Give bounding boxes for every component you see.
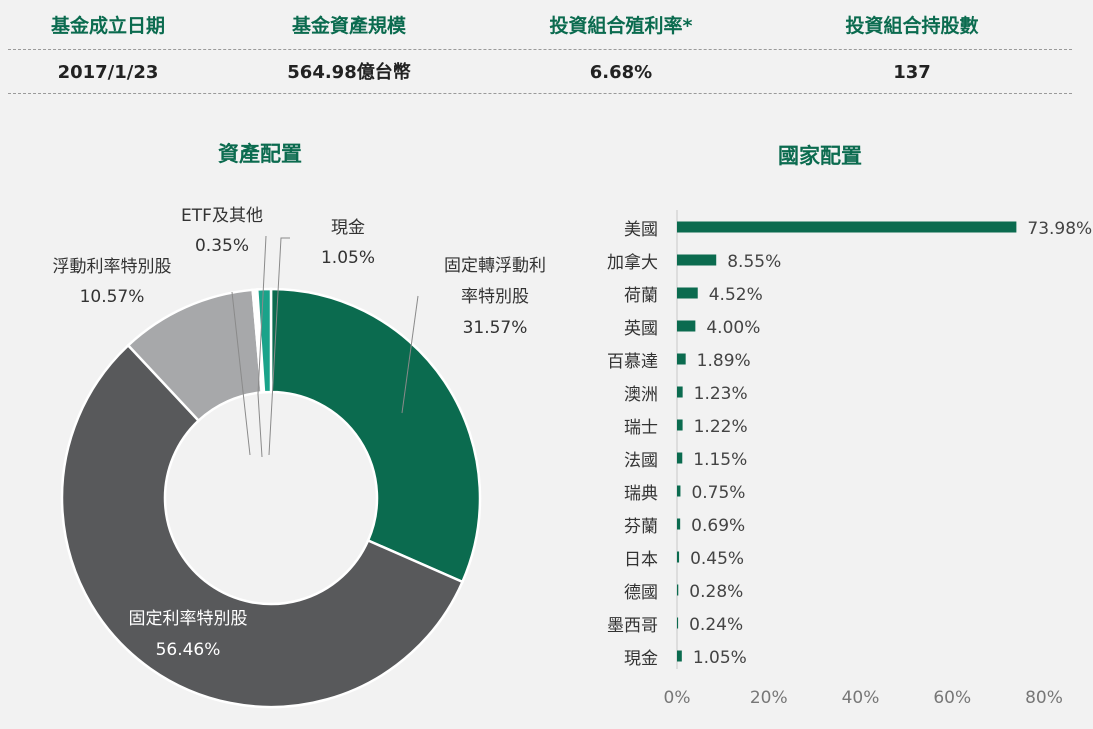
bar-value-label: 8.55% <box>727 252 781 272</box>
stat-value-holdings-count: 137 <box>893 62 931 83</box>
bar-value-label: 0.75% <box>691 483 745 503</box>
stats-header-row: 基金成立日期 基金資產規模 投資組合殖利率* 投資組合持股數 <box>8 0 1072 49</box>
bar <box>677 386 683 398</box>
donut-slice-label: 固定利率特別股 <box>129 609 248 629</box>
fund-stats-table: 基金成立日期 基金資產規模 投資組合殖利率* 投資組合持股數 2017/1/23… <box>8 0 1072 94</box>
stat-header-yield: 投資組合殖利率* <box>549 15 693 37</box>
donut-leader-line <box>268 237 290 456</box>
donut-slice-label: 率特別股 <box>461 287 529 307</box>
donut-value-label: 10.57% <box>80 287 145 307</box>
stats-divider-bottom <box>8 93 1072 94</box>
bar-category-label: 日本 <box>624 550 658 570</box>
bar-value-label: 1.05% <box>693 648 747 668</box>
stat-header-holdings-count: 投資組合持股數 <box>845 15 979 37</box>
x-tick-label: 80% <box>1025 688 1063 708</box>
bar-category-label: 澳洲 <box>624 385 658 405</box>
bar-value-label: 4.52% <box>709 285 763 305</box>
donut-slice-label: 固定轉浮動利 <box>444 256 546 276</box>
bar-value-label: 4.00% <box>706 318 760 338</box>
x-tick-label: 60% <box>933 688 971 708</box>
stats-value-row: 2017/1/23 564.98億台幣 6.68% 137 <box>8 50 1072 93</box>
stats-divider-top <box>8 49 1072 50</box>
stat-header-inception-date: 基金成立日期 <box>50 15 165 37</box>
bar-category-label: 加拿大 <box>607 252 658 273</box>
bar <box>677 617 679 629</box>
bar <box>677 584 679 596</box>
bar-value-label: 1.15% <box>693 450 747 470</box>
donut-leader-line <box>257 235 267 458</box>
bar-value-label: 0.69% <box>691 516 745 536</box>
donut-slice <box>269 287 482 584</box>
donut-slice <box>60 343 465 709</box>
bar-category-label: 英國 <box>624 319 658 339</box>
bar <box>677 353 686 365</box>
bar-value-label: 1.23% <box>694 384 748 404</box>
donut-slice-label: ETF及其他 <box>181 206 263 226</box>
bar-category-label: 墨西哥 <box>607 616 658 636</box>
bar <box>677 452 683 464</box>
bar-value-label: 1.89% <box>697 351 751 371</box>
bar <box>677 254 717 266</box>
donut-value-label: 31.57% <box>463 318 528 338</box>
bar-category-label: 百慕達 <box>607 352 658 372</box>
donut-slice <box>255 287 273 394</box>
bar <box>677 320 696 332</box>
donut-value-label: 1.05% <box>321 248 375 268</box>
bar-category-label: 現金 <box>624 649 658 669</box>
country-allocation-title: 國家配置 <box>778 144 862 168</box>
stat-header-fund-size: 基金資產規模 <box>291 15 406 37</box>
x-tick-label: 40% <box>842 688 880 708</box>
bar-value-label: 0.28% <box>689 582 743 602</box>
bar <box>677 419 683 431</box>
bar <box>677 485 681 497</box>
bar-category-label: 德國 <box>624 583 658 603</box>
asset-allocation-title: 資產配置 <box>218 142 302 166</box>
donut-leader-line <box>401 295 419 414</box>
bar <box>677 518 681 530</box>
bar <box>677 650 682 662</box>
bar-category-label: 美國 <box>624 220 658 240</box>
donut-value-label: 0.35% <box>195 236 249 256</box>
stat-value-inception-date: 2017/1/23 <box>57 62 159 83</box>
stat-value-fund-size: 564.98億台幣 <box>287 62 411 83</box>
stat-value-yield: 6.68% <box>589 62 653 83</box>
x-tick-label: 0% <box>664 688 691 708</box>
bar <box>677 287 698 299</box>
bar <box>677 551 680 563</box>
donut-value-label: 56.46% <box>156 640 221 660</box>
bar-value-label: 73.98% <box>1027 219 1092 239</box>
donut-slice-label: 現金 <box>331 218 365 238</box>
x-tick-label: 20% <box>750 688 788 708</box>
bar-category-label: 瑞典 <box>624 484 658 504</box>
donut-slice-label: 浮動利率特別股 <box>53 257 172 277</box>
country-allocation-bar-chart: 美國 73.98% 加拿大 8.55% 荷蘭 4.52% 英國 4.00% 百慕達 1.89% 澳洲… <box>607 210 1092 708</box>
bar-category-label: 法國 <box>624 451 658 471</box>
bar-category-label: 荷蘭 <box>624 286 658 306</box>
bar-value-label: 1.22% <box>694 417 748 437</box>
bar-category-label: 芬蘭 <box>624 517 658 537</box>
bar <box>677 221 1017 233</box>
bar-category-label: 瑞士 <box>624 418 658 438</box>
bar-value-label: 0.45% <box>690 549 744 569</box>
donut-leader-line <box>231 291 251 456</box>
bar-value-label: 0.24% <box>689 615 743 635</box>
